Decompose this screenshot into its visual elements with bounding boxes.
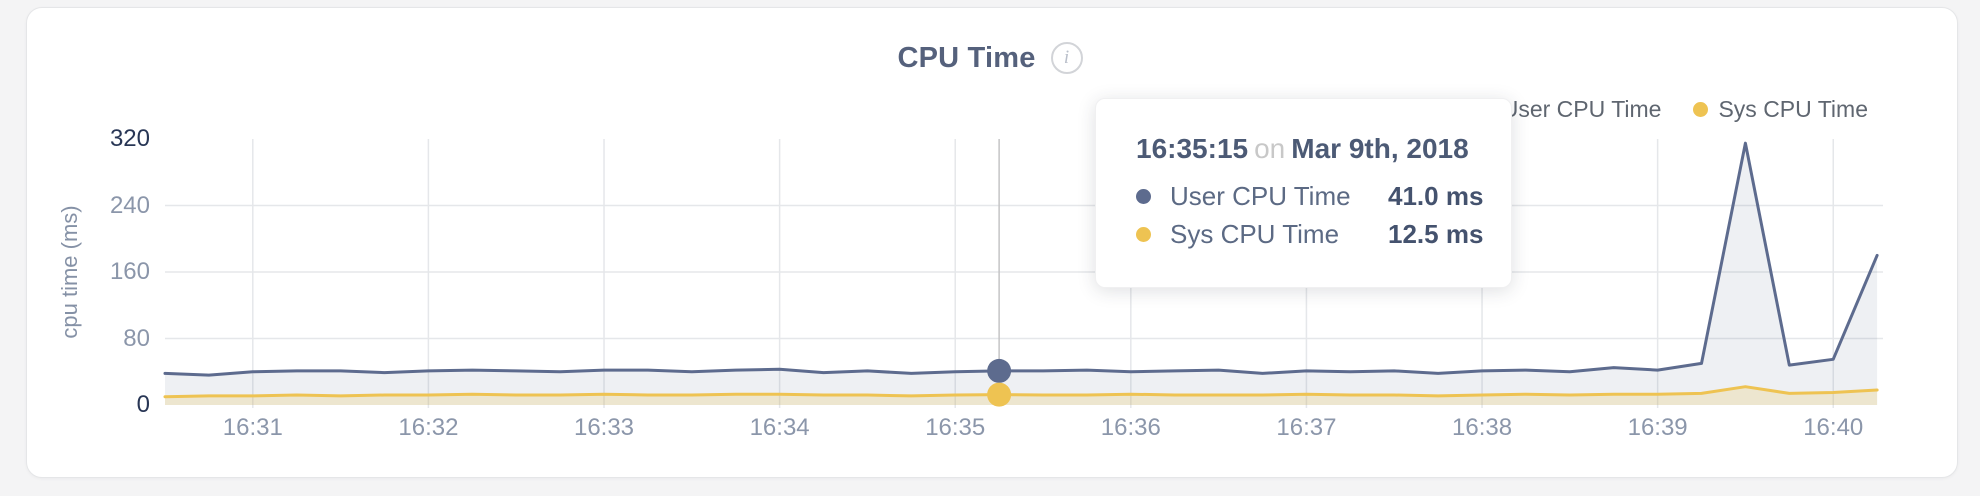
chart-header: CPU Time i: [0, 38, 1980, 78]
x-tick-label: 16:36: [1100, 414, 1161, 441]
hover-tooltip: 16:35:15 on Mar 9th, 2018 User CPU Time 41.…: [1095, 98, 1512, 288]
y-tick-label: 80: [123, 324, 150, 352]
x-tick-label: 16:33: [573, 414, 635, 441]
y-tick-label: 0: [136, 391, 150, 418]
tooltip-conjunction: on: [1254, 133, 1286, 164]
tooltip-rows: User CPU Time 41.0 ms Sys CPU Time 12.5 ms: [1136, 177, 1511, 253]
tooltip-row: User CPU Time 41.0 ms: [1136, 177, 1511, 215]
tooltip-time: 16:35:15: [1136, 133, 1249, 164]
y-tick-label: 240: [109, 191, 150, 219]
y-tick-label: 320: [109, 125, 150, 152]
legend-label: User CPU Time: [1501, 96, 1662, 122]
cpu-time-chart[interactable]: [163, 139, 1883, 415]
tooltip-series-value: 12.5 ms: [1388, 218, 1484, 249]
x-tick-label: 16:31: [222, 414, 283, 441]
legend-item-sys-cpu[interactable]: Sys CPU Time: [1693, 96, 1868, 123]
chart-title: CPU Time: [897, 41, 1036, 74]
x-tick-label: 16:39: [1627, 414, 1688, 441]
x-tick-label: 16:35: [925, 414, 986, 441]
info-icon[interactable]: i: [1050, 42, 1083, 74]
legend: User CPU Time Sys CPU Time: [1476, 96, 1868, 123]
tooltip-series-dot: [1136, 188, 1151, 204]
legend-label: Sys CPU Time: [1718, 96, 1868, 122]
tooltip-title: 16:35:15 on Mar 9th, 2018: [1136, 133, 1511, 165]
y-tick-label: 160: [109, 258, 150, 285]
tooltip-series-label: User CPU Time: [1170, 180, 1351, 211]
tooltip-date: Mar 9th, 2018: [1291, 133, 1469, 164]
series-area: [165, 143, 1878, 405]
hover-point: [987, 382, 1012, 407]
series-line: [163, 385, 1879, 399]
x-tick-label: 16:34: [749, 414, 810, 441]
hover-point: [987, 358, 1012, 383]
x-tick-label: 16:38: [1452, 414, 1513, 441]
tooltip-row: Sys CPU Time 12.5 ms: [1136, 215, 1511, 253]
tooltip-series-value: 41.0 ms: [1388, 180, 1484, 211]
tooltip-series-label: Sys CPU Time: [1170, 218, 1340, 249]
x-tick-label: 16:32: [398, 414, 459, 441]
tooltip-series-dot: [1136, 226, 1151, 242]
legend-dot: [1693, 102, 1709, 117]
series-line: [163, 141, 1879, 377]
x-tick-label: 16:40: [1803, 414, 1864, 441]
x-tick-label: 16:37: [1276, 414, 1337, 441]
